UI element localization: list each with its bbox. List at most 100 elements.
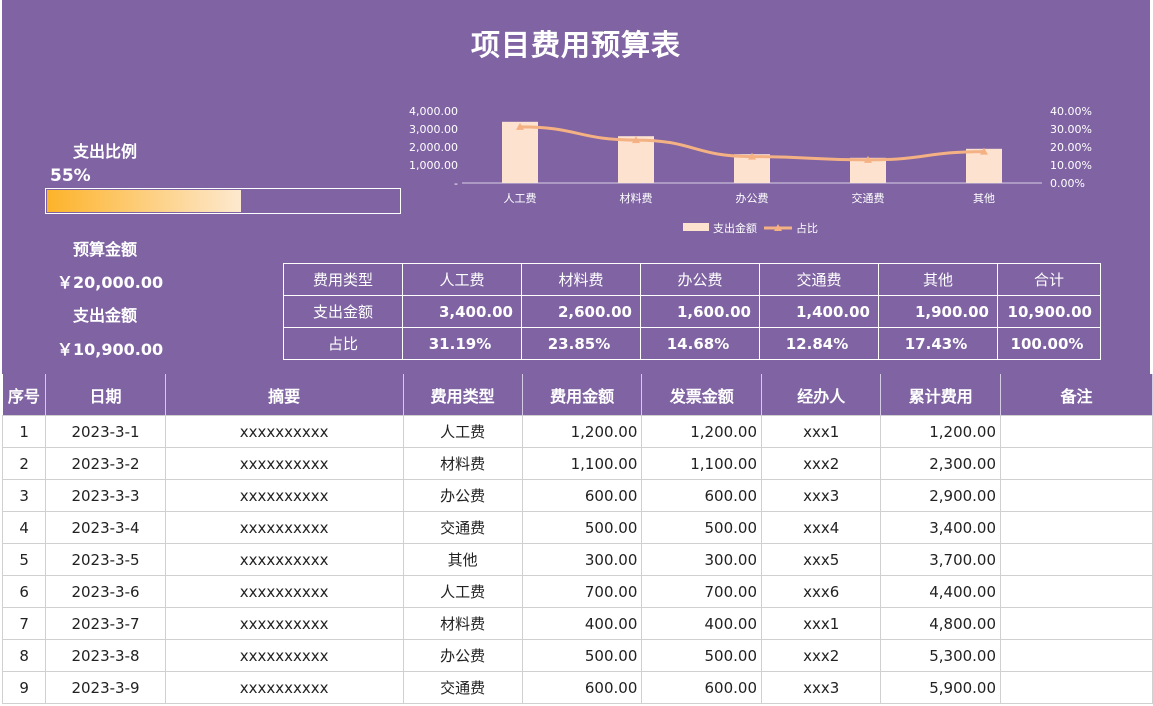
- table-cell[interactable]: xxxxxxxxxx: [164, 479, 404, 512]
- table-cell[interactable]: 600.00: [521, 671, 643, 704]
- table-cell[interactable]: 2023-3-1: [45, 415, 166, 448]
- column-header[interactable]: 日期: [45, 374, 166, 416]
- table-cell[interactable]: xxx5: [761, 543, 882, 576]
- table-cell[interactable]: 300.00: [641, 543, 763, 576]
- table-cell[interactable]: 5,900.00: [880, 671, 1002, 704]
- table-cell[interactable]: 2: [1, 447, 47, 480]
- table-cell[interactable]: [1000, 511, 1153, 544]
- table-cell[interactable]: 3: [1, 479, 47, 512]
- summary-cell: 17.43%: [878, 327, 998, 360]
- table-cell[interactable]: 材料费: [402, 607, 523, 640]
- column-header[interactable]: 备注: [1000, 374, 1153, 416]
- table-cell[interactable]: 1,100.00: [521, 447, 643, 480]
- table-cell[interactable]: 2023-3-5: [45, 543, 166, 576]
- table-row[interactable]: 3 2023-3-3 xxxxxxxxxx 办公费 600.00 600.00 xxx3 2,…: [1, 479, 1153, 512]
- table-cell[interactable]: xxx4: [761, 511, 882, 544]
- table-cell[interactable]: [1000, 543, 1153, 576]
- table-cell[interactable]: xxxxxxxxxx: [164, 607, 404, 640]
- table-row[interactable]: 1 2023-3-1 xxxxxxxxxx 人工费 1,200.00 1,200.00 xx…: [1, 415, 1153, 448]
- column-header[interactable]: 发票金额: [641, 374, 763, 416]
- table-cell[interactable]: 2023-3-8: [45, 639, 166, 672]
- table-cell[interactable]: 交通费: [402, 511, 523, 544]
- table-cell[interactable]: 1,100.00: [641, 447, 763, 480]
- table-cell[interactable]: 3,700.00: [880, 543, 1002, 576]
- table-cell[interactable]: 人工费: [402, 575, 523, 608]
- table-cell[interactable]: 2,900.00: [880, 479, 1002, 512]
- table-cell[interactable]: 2,300.00: [880, 447, 1002, 480]
- column-header[interactable]: 费用类型: [403, 374, 523, 416]
- table-cell[interactable]: xxxxxxxxxx: [164, 639, 404, 672]
- table-cell[interactable]: 材料费: [402, 447, 523, 480]
- table-cell[interactable]: 1,200.00: [641, 415, 763, 448]
- table-cell[interactable]: 5: [1, 543, 47, 576]
- table-cell[interactable]: [1000, 671, 1153, 704]
- table-cell[interactable]: 500.00: [521, 511, 643, 544]
- table-cell[interactable]: 2023-3-7: [45, 607, 166, 640]
- table-cell[interactable]: 人工费: [402, 415, 523, 448]
- table-row[interactable]: 7 2023-3-7 xxxxxxxxxx 材料费 400.00 400.00 xxx1 4,…: [1, 607, 1153, 640]
- table-cell[interactable]: xxx2: [761, 639, 882, 672]
- table-cell[interactable]: xxx3: [761, 479, 882, 512]
- column-header[interactable]: 摘要: [165, 374, 404, 416]
- table-cell[interactable]: 1: [1, 415, 47, 448]
- table-cell[interactable]: 600.00: [641, 479, 763, 512]
- table-cell[interactable]: [1000, 639, 1153, 672]
- column-header[interactable]: 费用金额: [522, 374, 643, 416]
- table-cell[interactable]: [1000, 415, 1153, 448]
- column-header[interactable]: 经办人: [761, 374, 882, 416]
- table-cell[interactable]: [1000, 607, 1153, 640]
- table-cell[interactable]: 5,300.00: [880, 639, 1002, 672]
- table-cell[interactable]: xxxxxxxxxx: [164, 415, 404, 448]
- table-cell[interactable]: [1000, 479, 1153, 512]
- table-row[interactable]: 2 2023-3-2 xxxxxxxxxx 材料费 1,100.00 1,100.00 xx…: [1, 447, 1153, 480]
- table-row[interactable]: 5 2023-3-5 xxxxxxxxxx 其他 300.00 300.00 xxx5 3,7…: [1, 543, 1153, 576]
- table-cell[interactable]: 办公费: [402, 479, 523, 512]
- table-cell[interactable]: 600.00: [641, 671, 763, 704]
- table-cell[interactable]: xxxxxxxxxx: [164, 543, 404, 576]
- table-row[interactable]: 6 2023-3-6 xxxxxxxxxx 人工费 700.00 700.00 xxx6 4,…: [1, 575, 1153, 608]
- table-cell[interactable]: [1000, 575, 1153, 608]
- table-cell[interactable]: xxx6: [761, 575, 882, 608]
- table-cell[interactable]: 4,400.00: [880, 575, 1002, 608]
- table-cell[interactable]: 4: [1, 511, 47, 544]
- table-cell[interactable]: 1,200.00: [521, 415, 643, 448]
- table-cell[interactable]: 400.00: [641, 607, 763, 640]
- table-cell[interactable]: 2023-3-9: [45, 671, 166, 704]
- table-cell[interactable]: 300.00: [521, 543, 643, 576]
- table-cell[interactable]: 7: [1, 607, 47, 640]
- table-cell[interactable]: xxx1: [761, 415, 882, 448]
- table-cell[interactable]: 700.00: [521, 575, 643, 608]
- table-cell[interactable]: 2023-3-6: [45, 575, 166, 608]
- table-row[interactable]: 9 2023-3-9 xxxxxxxxxx 交通费 600.00 600.00 xxx3 5,…: [1, 671, 1153, 704]
- table-cell[interactable]: 1,200.00: [880, 415, 1002, 448]
- table-cell[interactable]: xxxxxxxxxx: [164, 671, 404, 704]
- table-cell[interactable]: xxxxxxxxxx: [164, 447, 404, 480]
- table-cell[interactable]: 700.00: [641, 575, 763, 608]
- table-cell[interactable]: xxx3: [761, 671, 882, 704]
- table-cell[interactable]: 4,800.00: [880, 607, 1002, 640]
- table-cell[interactable]: 交通费: [402, 671, 523, 704]
- table-cell[interactable]: 6: [1, 575, 47, 608]
- table-cell[interactable]: 600.00: [521, 479, 643, 512]
- table-cell[interactable]: 办公费: [402, 639, 523, 672]
- table-cell[interactable]: 500.00: [521, 639, 643, 672]
- table-cell[interactable]: xxx2: [761, 447, 882, 480]
- table-cell[interactable]: 500.00: [641, 639, 763, 672]
- table-cell[interactable]: xxx1: [761, 607, 882, 640]
- table-cell[interactable]: 500.00: [641, 511, 763, 544]
- table-cell[interactable]: 2023-3-2: [45, 447, 166, 480]
- table-cell[interactable]: xxxxxxxxxx: [164, 575, 404, 608]
- table-cell[interactable]: 其他: [402, 543, 523, 576]
- table-cell[interactable]: 2023-3-4: [45, 511, 166, 544]
- table-row[interactable]: 4 2023-3-4 xxxxxxxxxx 交通费 500.00 500.00 xxx4 3,…: [1, 511, 1153, 544]
- table-cell[interactable]: 8: [1, 639, 47, 672]
- table-cell[interactable]: [1000, 447, 1153, 480]
- table-cell[interactable]: 2023-3-3: [45, 479, 166, 512]
- table-row[interactable]: 8 2023-3-8 xxxxxxxxxx 办公费 500.00 500.00 xxx2 5,…: [1, 639, 1153, 672]
- column-header[interactable]: 序号: [2, 374, 47, 416]
- table-cell[interactable]: xxxxxxxxxx: [164, 511, 404, 544]
- table-cell[interactable]: 400.00: [521, 607, 643, 640]
- table-cell[interactable]: 3,400.00: [880, 511, 1002, 544]
- column-header[interactable]: 累计费用: [880, 374, 1002, 416]
- table-cell[interactable]: 9: [1, 671, 47, 704]
